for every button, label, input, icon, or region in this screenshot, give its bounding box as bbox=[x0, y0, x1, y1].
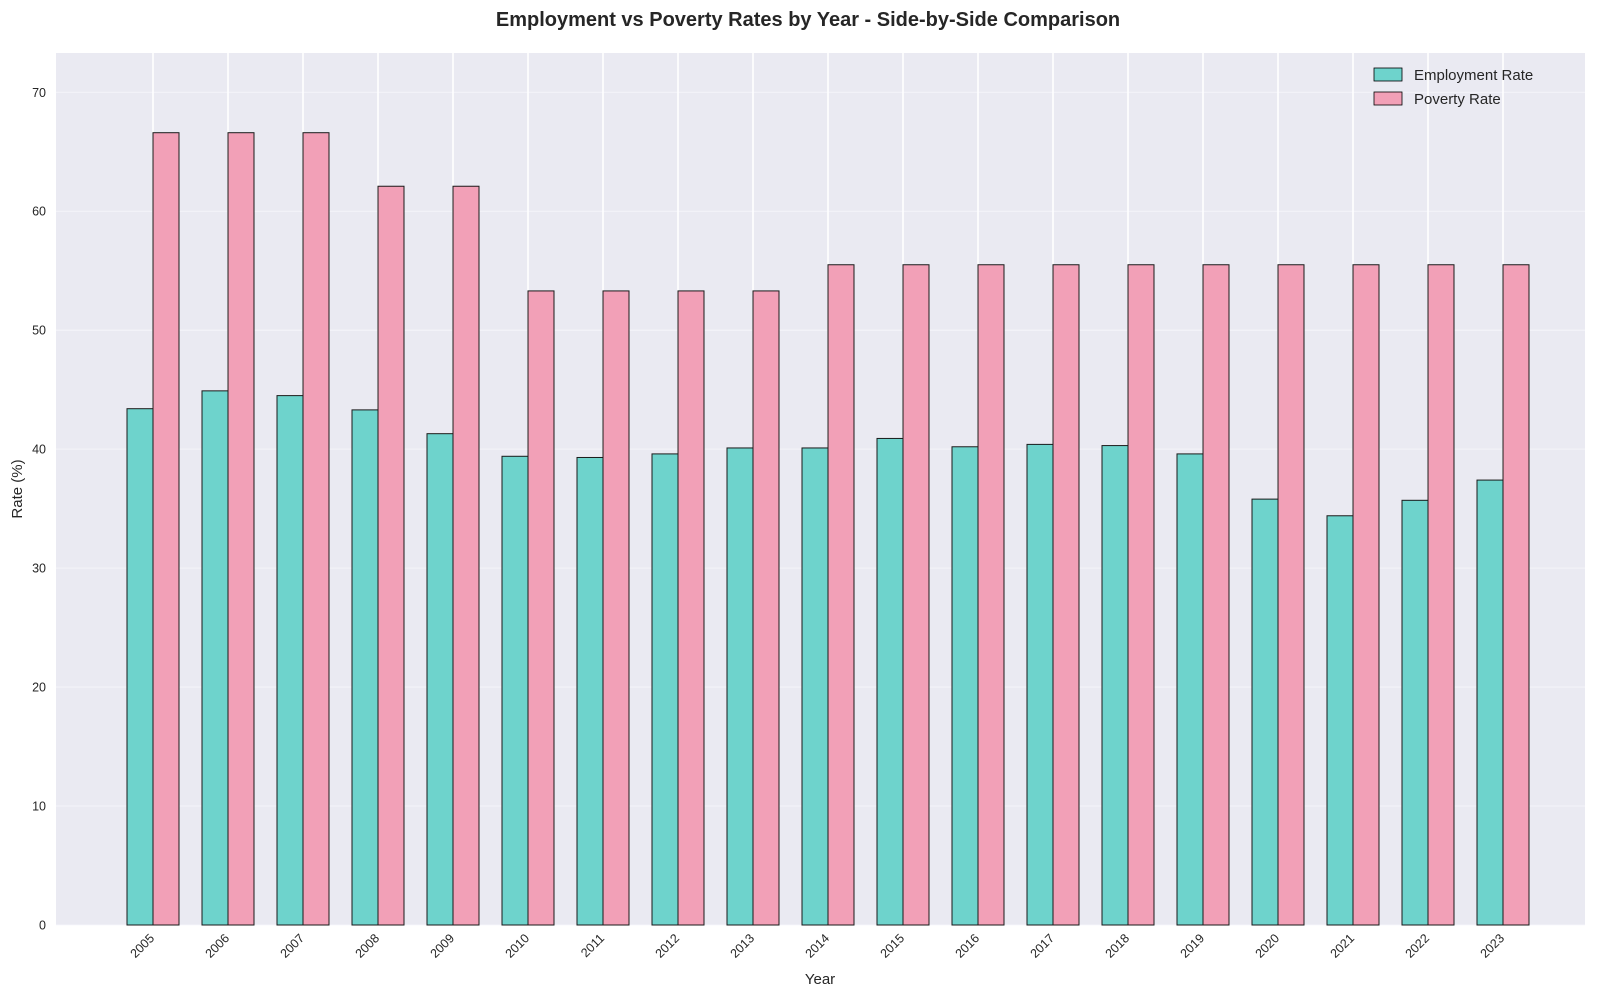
poverty-rate-bar bbox=[902, 264, 930, 926]
y-tick-label: 20 bbox=[32, 681, 46, 695]
x-tick-label: 2020 bbox=[1253, 931, 1283, 961]
x-tick-label: 2022 bbox=[1403, 931, 1433, 961]
poverty-rate-bar bbox=[152, 132, 180, 926]
poverty-rate-bar bbox=[1202, 264, 1230, 926]
x-tick-label: 2021 bbox=[1328, 931, 1358, 961]
employment-rate-bar bbox=[126, 408, 154, 926]
employment-rate-bar bbox=[1326, 515, 1354, 926]
poverty-rate-bar bbox=[677, 290, 705, 926]
y-tick-label: 70 bbox=[32, 86, 46, 100]
poverty-rate-bar bbox=[1352, 264, 1380, 926]
x-tick-label: 2005 bbox=[128, 931, 158, 961]
poverty-rate-bar bbox=[602, 290, 630, 926]
employment-rate-bar bbox=[351, 409, 379, 926]
y-tick-label: 0 bbox=[39, 919, 46, 933]
employment-rate-bar bbox=[1251, 498, 1279, 926]
x-tick-label: 2017 bbox=[1028, 931, 1058, 961]
poverty-rate-bar bbox=[227, 132, 255, 926]
legend: Employment Rate Poverty Rate bbox=[1373, 67, 1533, 108]
employment-rate-bar bbox=[426, 433, 454, 926]
poverty-rate-bar bbox=[1127, 264, 1155, 926]
x-tick-label: 2008 bbox=[353, 931, 383, 961]
x-tick-label: 2014 bbox=[803, 931, 833, 961]
poverty-rate-bar bbox=[377, 185, 405, 926]
y-axis-ticks: 0 10 20 30 40 50 60 70 bbox=[32, 86, 46, 933]
employment-rate-bar bbox=[1401, 499, 1429, 926]
employment-rate-bar bbox=[276, 395, 304, 926]
chart-title: Employment vs Poverty Rates by Year - Si… bbox=[496, 9, 1120, 31]
x-tick-label: 2018 bbox=[1103, 931, 1133, 961]
x-tick-label: 2006 bbox=[203, 931, 233, 961]
x-tick-label: 2010 bbox=[503, 931, 533, 961]
x-tick-label: 2016 bbox=[953, 931, 983, 961]
employment-rate-bar bbox=[576, 456, 604, 926]
poverty-rate-bar bbox=[1052, 264, 1080, 926]
employment-rate-bar bbox=[801, 447, 829, 926]
x-axis-ticks: 2005 2006 2007 2008 2009 2010 2011 2012 2013 2014… bbox=[128, 931, 1508, 961]
employment-rate-bar bbox=[201, 390, 229, 926]
poverty-rate-bar bbox=[527, 290, 555, 926]
poverty-rate-bar bbox=[752, 290, 780, 926]
legend-swatch-poverty bbox=[1373, 91, 1403, 106]
employment-rate-bar bbox=[726, 447, 754, 926]
x-axis-label: Year bbox=[805, 971, 835, 988]
employment-rate-bar bbox=[951, 446, 979, 926]
x-tick-label: 2012 bbox=[653, 931, 683, 961]
legend-label-poverty: Poverty Rate bbox=[1414, 91, 1501, 108]
poverty-rate-bar bbox=[302, 132, 330, 926]
x-tick-label: 2019 bbox=[1178, 931, 1208, 961]
bars bbox=[126, 132, 1530, 926]
employment-rate-bar bbox=[1476, 479, 1504, 926]
y-tick-label: 40 bbox=[32, 443, 46, 457]
x-tick-label: 2007 bbox=[278, 931, 308, 961]
employment-rate-bar bbox=[501, 455, 529, 926]
legend-label-employment: Employment Rate bbox=[1414, 67, 1533, 84]
y-tick-label: 10 bbox=[32, 800, 46, 814]
poverty-rate-bar bbox=[827, 264, 855, 926]
y-tick-label: 60 bbox=[32, 205, 46, 219]
y-axis-label: Rate (%) bbox=[9, 459, 26, 518]
x-tick-label: 2013 bbox=[728, 931, 758, 961]
employment-rate-bar bbox=[1176, 453, 1204, 926]
poverty-rate-bar bbox=[1427, 264, 1455, 926]
employment-rate-bar bbox=[1026, 443, 1054, 926]
x-tick-label: 2015 bbox=[878, 931, 908, 961]
x-tick-label: 2023 bbox=[1478, 931, 1508, 961]
x-tick-label: 2009 bbox=[428, 931, 458, 961]
y-tick-label: 50 bbox=[32, 324, 46, 338]
poverty-rate-bar bbox=[1277, 264, 1305, 926]
legend-swatch-employment bbox=[1373, 67, 1403, 82]
employment-rate-bar bbox=[1101, 445, 1129, 926]
x-tick-label: 2011 bbox=[578, 931, 607, 960]
employment-rate-bar bbox=[876, 437, 904, 926]
poverty-rate-bar bbox=[1502, 264, 1530, 926]
poverty-rate-bar bbox=[452, 185, 480, 926]
y-tick-label: 30 bbox=[32, 562, 46, 576]
employment-rate-bar bbox=[651, 453, 679, 926]
poverty-rate-bar bbox=[977, 264, 1005, 926]
